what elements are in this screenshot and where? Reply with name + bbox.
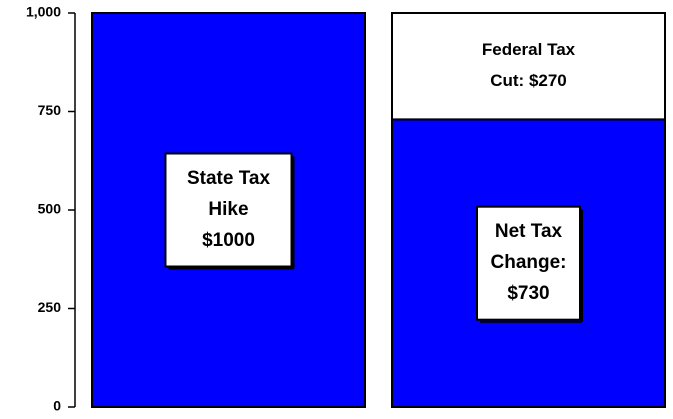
annotation: Cut: $270 (490, 71, 567, 90)
annotation: Hike (208, 199, 248, 220)
y-tick-label: 250 (38, 299, 62, 315)
bar-segment (391, 12, 666, 121)
y-tick-label: 0 (53, 398, 61, 414)
y-tick-label: 750 (38, 102, 62, 118)
annotation-box (476, 205, 581, 321)
bar-segment (91, 12, 366, 408)
annotation: $730 (507, 283, 549, 304)
annotation: Change: (491, 252, 567, 273)
y-tick-label: 500 (38, 201, 62, 217)
annotation: $1000 (202, 230, 255, 251)
annotation: State Tax (187, 168, 271, 189)
annotation: Net Tax (495, 221, 563, 242)
annotation: Federal Tax (482, 40, 576, 59)
annotation-box (164, 152, 293, 268)
y-tick-label: 1,000 (26, 4, 61, 20)
